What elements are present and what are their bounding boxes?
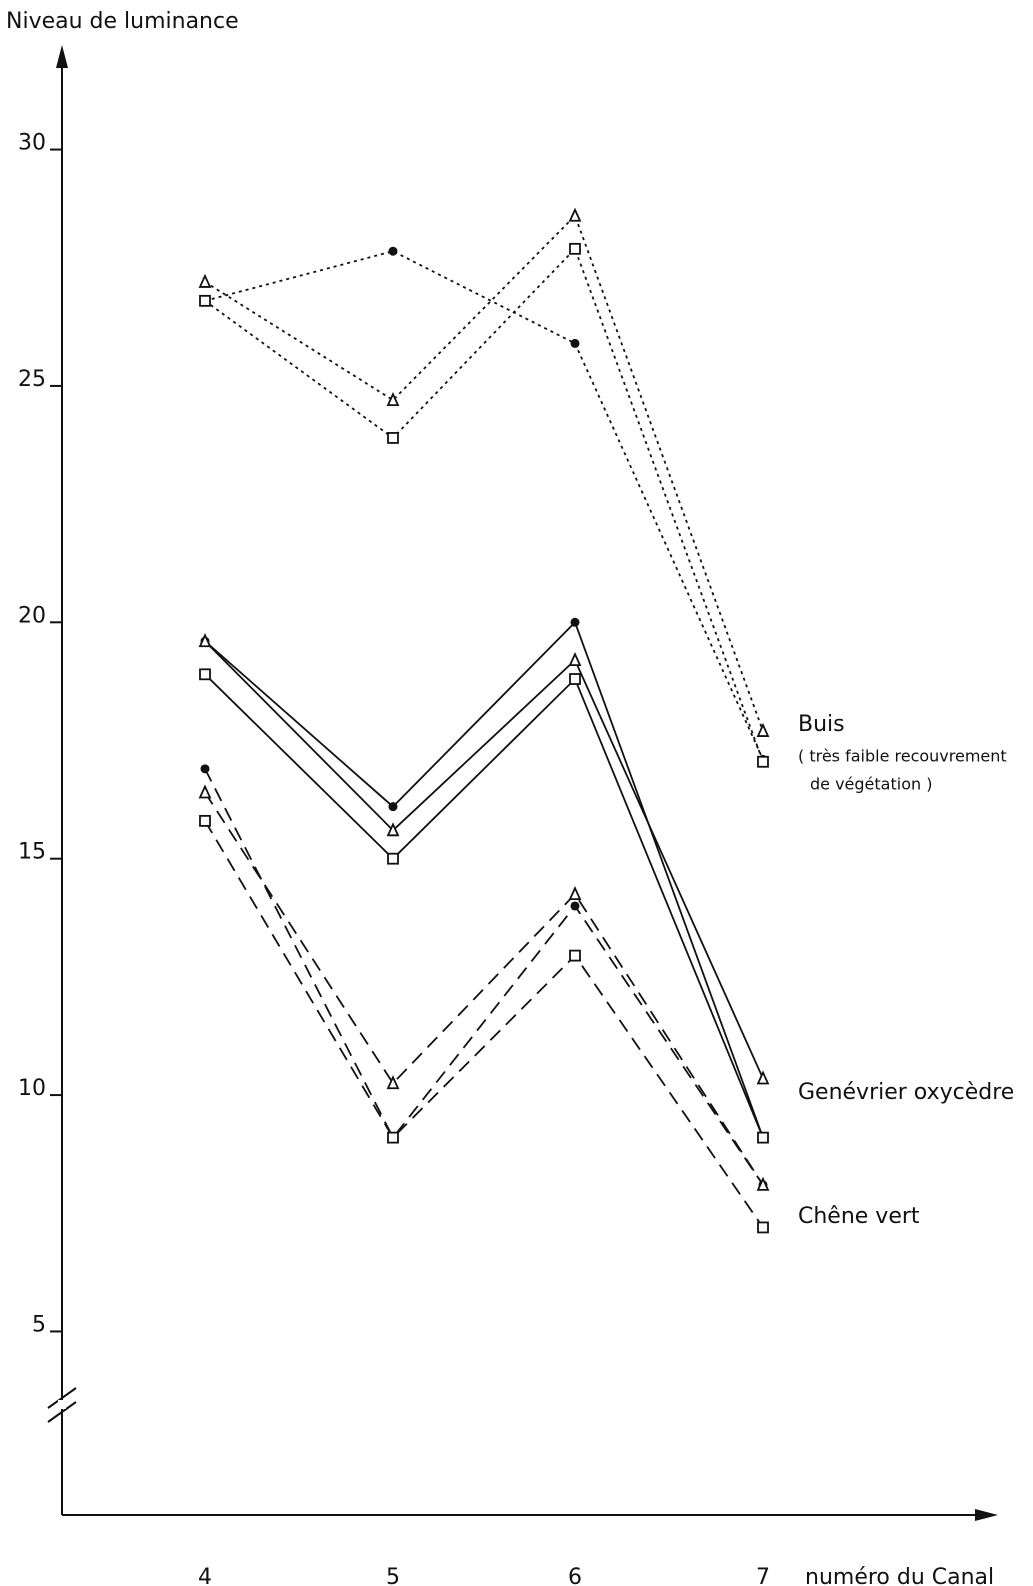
point	[757, 1131, 769, 1144]
point	[388, 802, 398, 812]
series-line	[204, 214, 764, 732]
y-arrow	[56, 45, 68, 68]
point	[388, 246, 398, 256]
y-tick-label: 30	[18, 131, 46, 156]
point	[198, 633, 212, 648]
annotation: Genévrier oxycèdre	[798, 1080, 1014, 1105]
point	[756, 1070, 770, 1085]
point	[569, 242, 581, 255]
point	[387, 852, 399, 865]
point	[386, 391, 400, 407]
point	[570, 617, 580, 627]
series-line	[204, 820, 764, 1228]
series-line	[204, 250, 764, 760]
axis-break	[47, 1387, 77, 1409]
x-tick-label: 6	[568, 1565, 582, 1586]
annotation: Buis	[798, 712, 845, 737]
point	[198, 273, 212, 288]
point	[568, 885, 582, 901]
axis-break	[47, 1401, 77, 1423]
point	[570, 901, 580, 911]
point	[570, 338, 580, 348]
point	[568, 207, 582, 222]
series-line	[204, 768, 764, 1186]
axis-break-gap	[58, 1400, 66, 1409]
point	[756, 1176, 770, 1191]
series-line	[204, 640, 764, 1079]
annotation: Chêne vert	[798, 1204, 920, 1229]
point	[569, 673, 581, 685]
point	[386, 822, 400, 837]
series-line	[204, 673, 764, 1138]
x-axis-label: numéro du Canal	[805, 1565, 994, 1586]
annotation: de végétation )	[810, 775, 932, 794]
y-tick-label: 15	[18, 840, 46, 865]
point	[568, 651, 582, 667]
point	[757, 755, 769, 768]
y-tick-label: 10	[18, 1076, 46, 1101]
point	[387, 1131, 399, 1144]
annotation: ( très faible recouvrement	[798, 747, 1007, 766]
y-tick-label: 5	[32, 1312, 46, 1337]
x-arrow	[975, 1509, 998, 1521]
series-line	[204, 620, 764, 1138]
x-tick-label: 5	[386, 1565, 400, 1586]
point	[199, 814, 211, 827]
y-axis-label: Niveau de luminance	[6, 9, 239, 34]
point	[569, 949, 581, 962]
point	[756, 722, 770, 737]
series-line	[204, 247, 764, 763]
series-line	[204, 792, 764, 1186]
y-tick-label: 20	[18, 603, 46, 628]
point	[757, 1221, 769, 1234]
point	[200, 764, 210, 774]
y-tick-label: 25	[18, 367, 46, 392]
point	[199, 294, 211, 307]
x-tick-label: 7	[756, 1565, 770, 1586]
point	[198, 784, 212, 799]
point	[199, 668, 211, 681]
x-tick-label: 4	[198, 1565, 212, 1586]
point	[387, 432, 399, 444]
point	[386, 1075, 400, 1090]
